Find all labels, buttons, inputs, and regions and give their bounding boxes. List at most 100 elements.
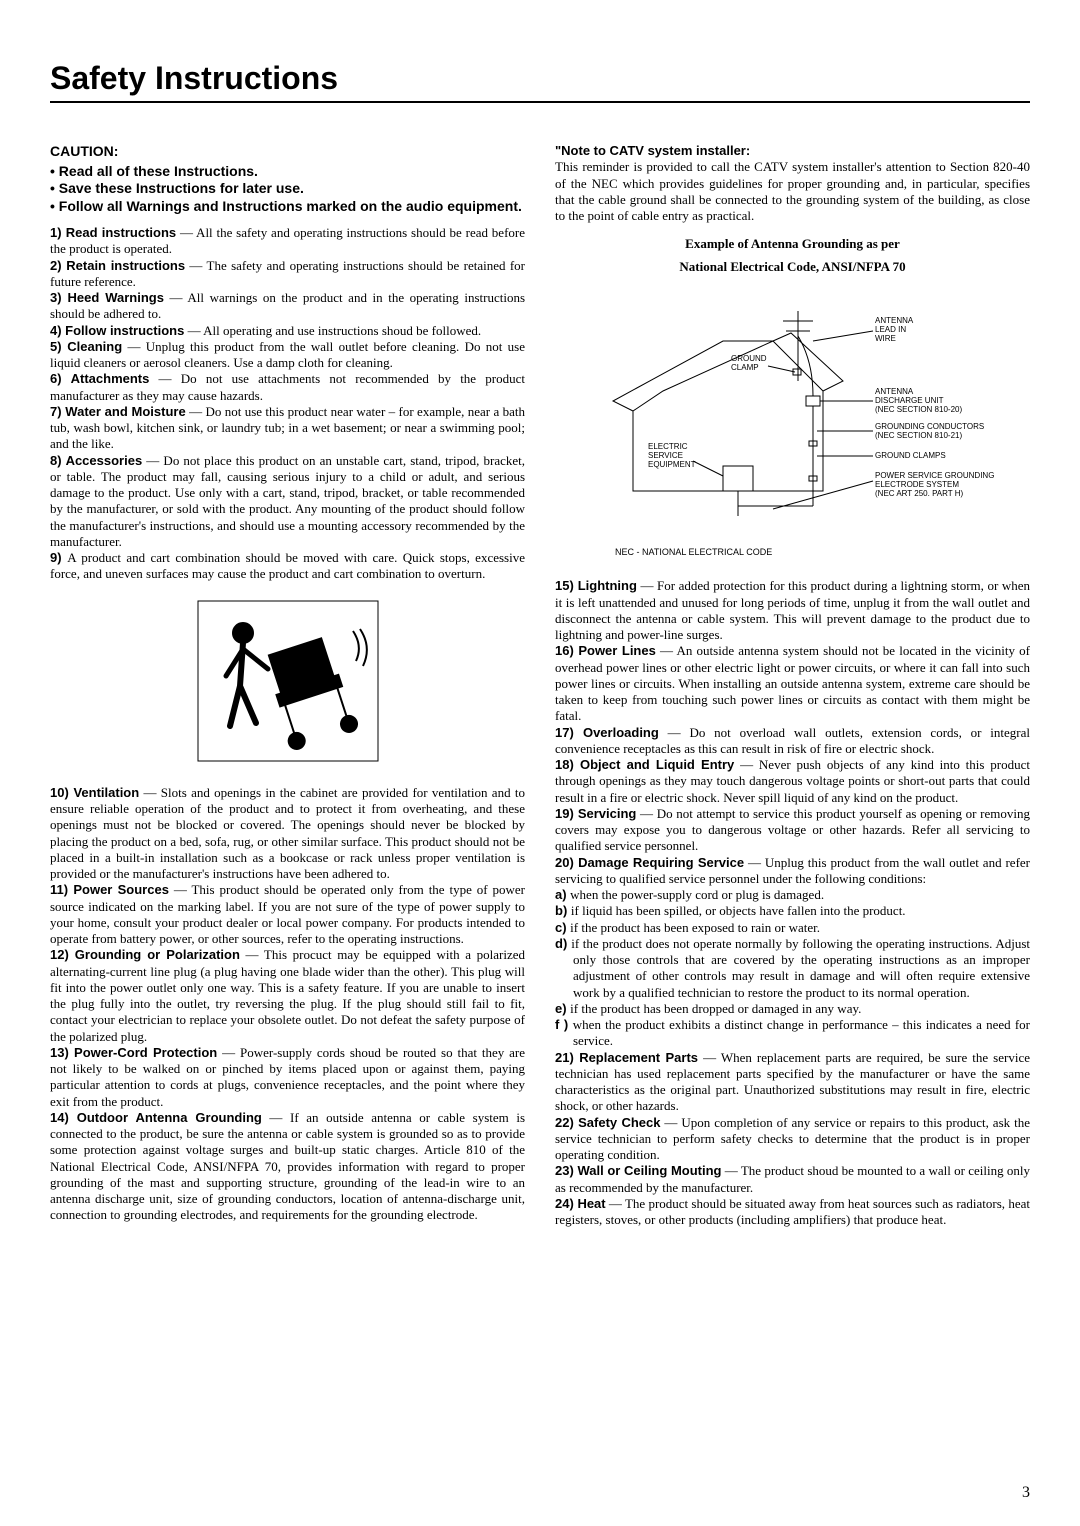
item-title: Accessories xyxy=(66,453,143,468)
item-title: Retain instructions xyxy=(66,258,185,273)
sub-item-body: when the product exhibits a distinct cha… xyxy=(573,1017,1030,1048)
item-number: 2) xyxy=(50,258,66,273)
item-number: 15) xyxy=(555,578,578,593)
label-power-service: POWER SERVICE GROUNDING xyxy=(875,471,994,480)
item-number: 4) xyxy=(50,323,65,338)
label-ground-clamp-top: GROUND xyxy=(731,354,767,363)
svg-text:SERVICE: SERVICE xyxy=(648,451,683,460)
item-number: 9) xyxy=(50,550,67,565)
item-number: 19) xyxy=(555,806,578,821)
svg-text:(NEC SECTION 810-21): (NEC SECTION 810-21) xyxy=(875,431,962,440)
sub-item-letter: b) xyxy=(555,903,571,918)
item-title: Follow instructions xyxy=(65,323,184,338)
svg-text:WIRE: WIRE xyxy=(875,334,896,343)
instruction-item: 16) Power Lines — An outside antenna sys… xyxy=(555,643,1030,724)
svg-text:EQUIPMENT: EQUIPMENT xyxy=(648,460,696,469)
item-number: 1) xyxy=(50,225,66,240)
instruction-item: 2) Retain instructions — The safety and … xyxy=(50,258,525,291)
instruction-item: 21) Replacement Parts — When replacement… xyxy=(555,1050,1030,1115)
item-number: 20) xyxy=(555,855,578,870)
left-column: CAUTION: Read all of these Instructions.… xyxy=(50,143,525,1228)
instruction-item: 4) Follow instructions — All operating a… xyxy=(50,323,525,339)
item-number: 5) xyxy=(50,339,67,354)
diagram-title-line1: Example of Antenna Grounding as per xyxy=(555,236,1030,252)
item-number: 17) xyxy=(555,725,583,740)
item-title: Outdoor Antenna Grounding xyxy=(77,1110,262,1125)
sub-item-letter: c) xyxy=(555,920,570,935)
item-title: Servicing xyxy=(578,806,637,821)
instruction-item: 8) Accessories — Do not place this produ… xyxy=(50,453,525,551)
item-title: Damage Requiring Service xyxy=(578,855,744,870)
sub-item-body: when the power-supply cord or plug is da… xyxy=(570,887,824,902)
item-number: 23) xyxy=(555,1163,577,1178)
instruction-item: 1) Read instructions — All the safety an… xyxy=(50,225,525,258)
instruction-item: 24) Heat — The product should be situate… xyxy=(555,1196,1030,1229)
item-number: 7) xyxy=(50,404,65,419)
item-title: Safety Check xyxy=(578,1115,660,1130)
caution-bullets: Read all of these Instructions. Save the… xyxy=(50,163,525,216)
instruction-item: 22) Safety Check — Upon completion of an… xyxy=(555,1115,1030,1164)
instruction-items-right-a: 15) Lightning — For added protection for… xyxy=(555,578,1030,887)
item-body: — All operating and use instructions sho… xyxy=(184,323,481,338)
item-title: Lightning xyxy=(578,578,637,593)
item-body: — The product should be situated away fr… xyxy=(555,1196,1030,1227)
item-number: 12) xyxy=(50,947,75,962)
page-title: Safety Instructions xyxy=(50,60,1030,97)
svg-text:LEAD IN: LEAD IN xyxy=(875,325,906,334)
item-number: 16) xyxy=(555,643,578,658)
caution-bullet: Read all of these Instructions. xyxy=(50,163,525,181)
svg-text:CLAMP: CLAMP xyxy=(731,363,759,372)
item-number: 18) xyxy=(555,757,580,772)
sub-item-body: if the product does not operate normally… xyxy=(571,936,1030,1000)
sub-item: f ) when the product exhibits a distinct… xyxy=(555,1017,1030,1050)
svg-text:ELECTRODE SYSTEM: ELECTRODE SYSTEM xyxy=(875,480,959,489)
instruction-item: 5) Cleaning — Unplug this product from t… xyxy=(50,339,525,372)
diagram-title-line2: National Electrical Code, ANSI/NFPA 70 xyxy=(555,259,1030,275)
item-title: Read instructions xyxy=(66,225,176,240)
item-body: — Unplug this product from the wall outl… xyxy=(50,339,525,370)
item-number: 6) xyxy=(50,371,71,386)
instruction-item: 13) Power-Cord Protection — Power-supply… xyxy=(50,1045,525,1110)
item-title: Heat xyxy=(577,1196,605,1211)
label-grounding-conductors: GROUNDING CONDUCTORS xyxy=(875,422,984,431)
sub-item-letter: d) xyxy=(555,936,571,951)
sub-item: c) if the product has been exposed to ra… xyxy=(555,920,1030,936)
catv-note-body: This reminder is provided to call the CA… xyxy=(555,159,1030,224)
sub-item-body: if the product has been dropped or damag… xyxy=(570,1001,861,1016)
item-number: 11) xyxy=(50,882,73,897)
item-number: 14) xyxy=(50,1110,77,1125)
sub-item-body: if the product has been exposed to rain … xyxy=(570,920,820,935)
instruction-items-left-a: 1) Read instructions — All the safety an… xyxy=(50,225,525,583)
instruction-item: 3) Heed Warnings — All warnings on the p… xyxy=(50,290,525,323)
instruction-item: 7) Water and Moisture — Do not use this … xyxy=(50,404,525,453)
sub-item: e) if the product has been dropped or da… xyxy=(555,1001,1030,1017)
instruction-item: 17) Overloading — Do not overload wall o… xyxy=(555,725,1030,758)
label-antenna-discharge: ANTENNA xyxy=(875,387,914,396)
item-title: Object and Liquid Entry xyxy=(580,757,734,772)
label-electric-service: ELECTRIC xyxy=(648,442,688,451)
title-rule xyxy=(50,101,1030,103)
sub-item: b) if liquid has been spilled, or object… xyxy=(555,903,1030,919)
sub-item: d) if the product does not operate norma… xyxy=(555,936,1030,1001)
item-title: Grounding or Polarization xyxy=(75,947,240,962)
instruction-item: 11) Power Sources — This product should … xyxy=(50,882,525,947)
cart-tipping-figure xyxy=(50,591,525,775)
page-number: 3 xyxy=(1022,1484,1030,1502)
item-number: 22) xyxy=(555,1115,578,1130)
instruction-item: 20) Damage Requiring Service — Unplug th… xyxy=(555,855,1030,888)
item-body: — If an outside antenna or cable system … xyxy=(50,1110,525,1223)
instruction-item: 18) Object and Liquid Entry — Never push… xyxy=(555,757,1030,806)
item-title: Overloading xyxy=(583,725,659,740)
sub-item: a) when the power-supply cord or plug is… xyxy=(555,887,1030,903)
sub-item-letter: a) xyxy=(555,887,570,902)
item-number: 3) xyxy=(50,290,68,305)
item-title: Water and Moisture xyxy=(65,404,185,419)
catv-note-heading: "Note to CATV system installer: xyxy=(555,143,1030,159)
item-title: Ventilation xyxy=(73,785,139,800)
item-title: Power Lines xyxy=(578,643,656,658)
sub-item-body: if liquid has been spilled, or objects h… xyxy=(571,903,906,918)
sub-item-letter: f ) xyxy=(555,1017,573,1032)
svg-text:(NEC ART 250. PART H): (NEC ART 250. PART H) xyxy=(875,489,964,498)
caution-bullet: Follow all Warnings and Instructions mar… xyxy=(50,198,525,216)
item-title: Power-Cord Protection xyxy=(74,1045,217,1060)
